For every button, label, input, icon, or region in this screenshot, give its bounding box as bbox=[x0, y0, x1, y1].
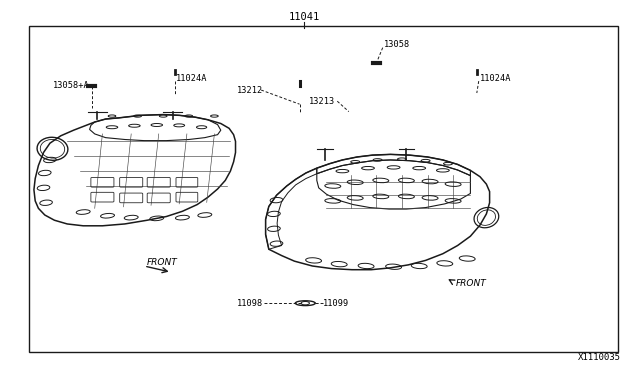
Bar bbox=[29, 26, 618, 352]
Text: 13213: 13213 bbox=[308, 97, 335, 106]
Text: FRONT: FRONT bbox=[456, 279, 486, 288]
Text: 13058: 13058 bbox=[384, 40, 410, 49]
Text: X1110035: X1110035 bbox=[578, 353, 621, 362]
Text: 13212: 13212 bbox=[237, 86, 263, 94]
Text: 11098: 11098 bbox=[237, 299, 263, 308]
Text: 13058+A: 13058+A bbox=[52, 81, 89, 90]
Text: FRONT: FRONT bbox=[147, 258, 178, 267]
Text: 11041: 11041 bbox=[289, 12, 319, 22]
Text: 11024A: 11024A bbox=[480, 74, 511, 83]
Text: 11024A: 11024A bbox=[176, 74, 207, 83]
Text: 11099: 11099 bbox=[323, 299, 349, 308]
